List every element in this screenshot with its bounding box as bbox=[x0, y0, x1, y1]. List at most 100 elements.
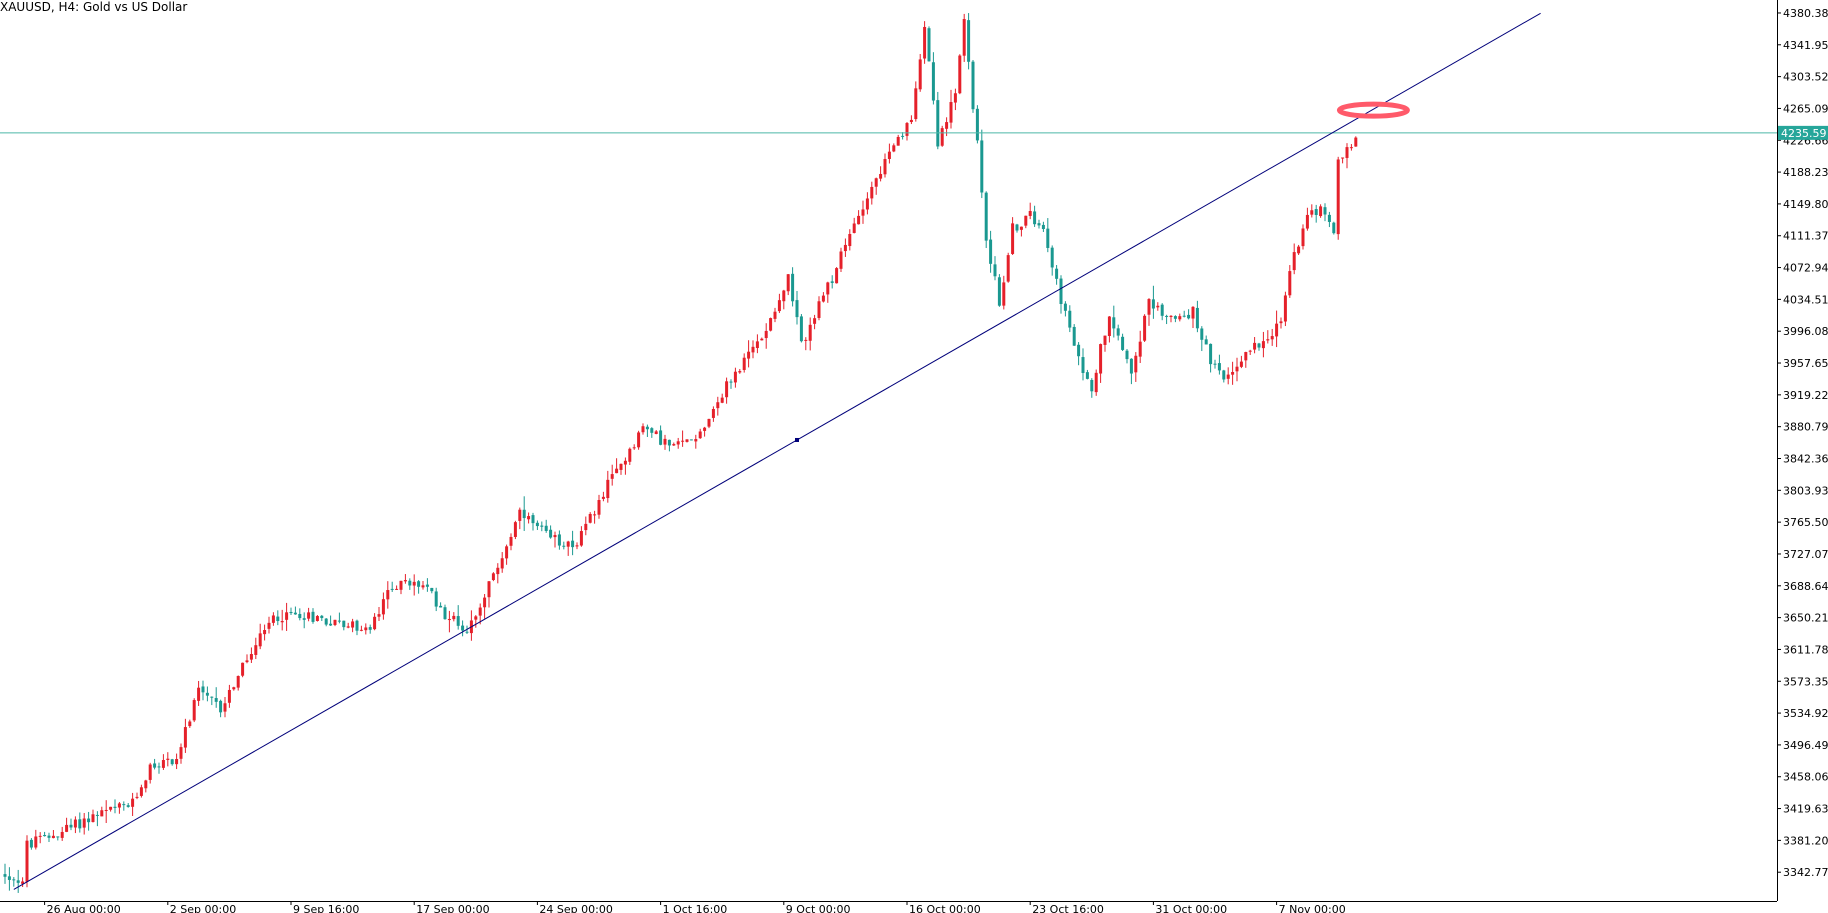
candle bbox=[967, 13, 971, 70]
candle-body bbox=[192, 700, 196, 721]
candle-body bbox=[518, 509, 522, 521]
candle-body bbox=[813, 318, 817, 324]
candle bbox=[12, 877, 16, 887]
candle bbox=[747, 340, 751, 368]
candle bbox=[157, 762, 161, 774]
candle-body bbox=[395, 588, 399, 590]
price-axis[interactable]: 4380.384341.954303.524265.094226.664188.… bbox=[1777, 7, 1828, 879]
candle bbox=[91, 809, 95, 823]
candle bbox=[1138, 330, 1142, 364]
candle-body bbox=[1169, 315, 1173, 317]
candle-body bbox=[1244, 352, 1248, 361]
candle bbox=[421, 581, 425, 590]
price-tick-label: 3458.06 bbox=[1783, 771, 1828, 784]
candle bbox=[263, 624, 267, 641]
candle-body bbox=[1024, 215, 1028, 226]
candle bbox=[109, 806, 113, 812]
candle-body bbox=[685, 439, 689, 442]
candle-body bbox=[980, 140, 984, 193]
candle bbox=[214, 687, 218, 708]
candle-body bbox=[452, 615, 456, 620]
candle bbox=[637, 430, 641, 450]
candle bbox=[131, 792, 135, 816]
candle bbox=[975, 105, 979, 144]
candle-body bbox=[553, 535, 557, 538]
candle-body bbox=[764, 330, 768, 339]
price-tick-label: 3419.63 bbox=[1783, 803, 1828, 816]
trendline-anchor-point[interactable] bbox=[795, 437, 799, 442]
candle bbox=[1055, 265, 1059, 285]
ellipse-annotation[interactable] bbox=[1336, 101, 1410, 119]
candle-body bbox=[549, 529, 553, 538]
candle-body bbox=[1261, 341, 1265, 349]
candle-body bbox=[566, 541, 570, 547]
candle-body bbox=[1257, 343, 1261, 348]
candle-body bbox=[795, 300, 799, 318]
candle-body bbox=[166, 758, 170, 760]
candle bbox=[729, 379, 733, 389]
candle bbox=[874, 177, 878, 195]
candle bbox=[351, 618, 355, 633]
candle-body bbox=[12, 879, 16, 881]
candle-body bbox=[667, 439, 671, 446]
candle bbox=[1147, 298, 1151, 326]
trendline[interactable] bbox=[13, 12, 1541, 890]
candle bbox=[1244, 351, 1248, 368]
candle bbox=[1270, 328, 1274, 346]
time-tick-label: 9 Sep 16:00 bbox=[293, 903, 359, 913]
candle-body bbox=[971, 61, 975, 110]
candle bbox=[1169, 315, 1173, 323]
candle-body bbox=[302, 618, 306, 620]
price-tick-label: 4111.37 bbox=[1783, 230, 1828, 243]
candle-body bbox=[285, 612, 289, 620]
candle bbox=[791, 267, 795, 307]
candle bbox=[1319, 204, 1323, 218]
candle-body bbox=[509, 536, 513, 546]
candle bbox=[892, 143, 896, 153]
candle-body bbox=[276, 616, 280, 622]
candle bbox=[1068, 305, 1072, 333]
candle bbox=[491, 572, 495, 582]
candle bbox=[685, 439, 689, 443]
candle bbox=[395, 585, 399, 590]
candle bbox=[87, 811, 91, 831]
candle-body bbox=[148, 764, 152, 780]
candle bbox=[368, 624, 372, 634]
candle-body bbox=[1173, 316, 1177, 319]
candle-body bbox=[1046, 228, 1050, 248]
candle bbox=[1059, 275, 1063, 314]
candle-body bbox=[1297, 246, 1301, 254]
candle bbox=[1327, 211, 1331, 228]
candle bbox=[197, 680, 201, 706]
candle bbox=[1209, 343, 1213, 373]
candle-body bbox=[562, 545, 566, 547]
candle-body bbox=[434, 591, 438, 607]
candle-body bbox=[967, 20, 971, 62]
candle bbox=[1297, 244, 1301, 256]
candle bbox=[1028, 202, 1032, 220]
candle bbox=[659, 425, 663, 446]
candle-body bbox=[861, 209, 865, 216]
candle-body bbox=[104, 809, 108, 811]
candle-body bbox=[38, 835, 42, 837]
candle bbox=[1085, 369, 1089, 380]
candle-body bbox=[843, 244, 847, 252]
candle bbox=[1213, 359, 1217, 369]
candle-body bbox=[412, 581, 416, 586]
candle-body bbox=[654, 431, 658, 434]
candle-body bbox=[1323, 207, 1327, 215]
candle bbox=[610, 464, 614, 486]
candle-body bbox=[122, 804, 126, 806]
candle-body bbox=[496, 567, 500, 575]
candle-body bbox=[597, 500, 601, 515]
candle-body bbox=[1314, 209, 1318, 215]
price-tick-label: 3765.50 bbox=[1783, 516, 1828, 529]
candle-body bbox=[601, 496, 605, 499]
candle-body bbox=[923, 26, 927, 59]
candle-body bbox=[1019, 226, 1023, 230]
time-axis[interactable]: 26 Aug 00:00 2 Sep 00:00 9 Sep 16:00 17 Sep… bbox=[44, 901, 1346, 913]
candle bbox=[51, 829, 55, 839]
candle-body bbox=[100, 810, 104, 817]
